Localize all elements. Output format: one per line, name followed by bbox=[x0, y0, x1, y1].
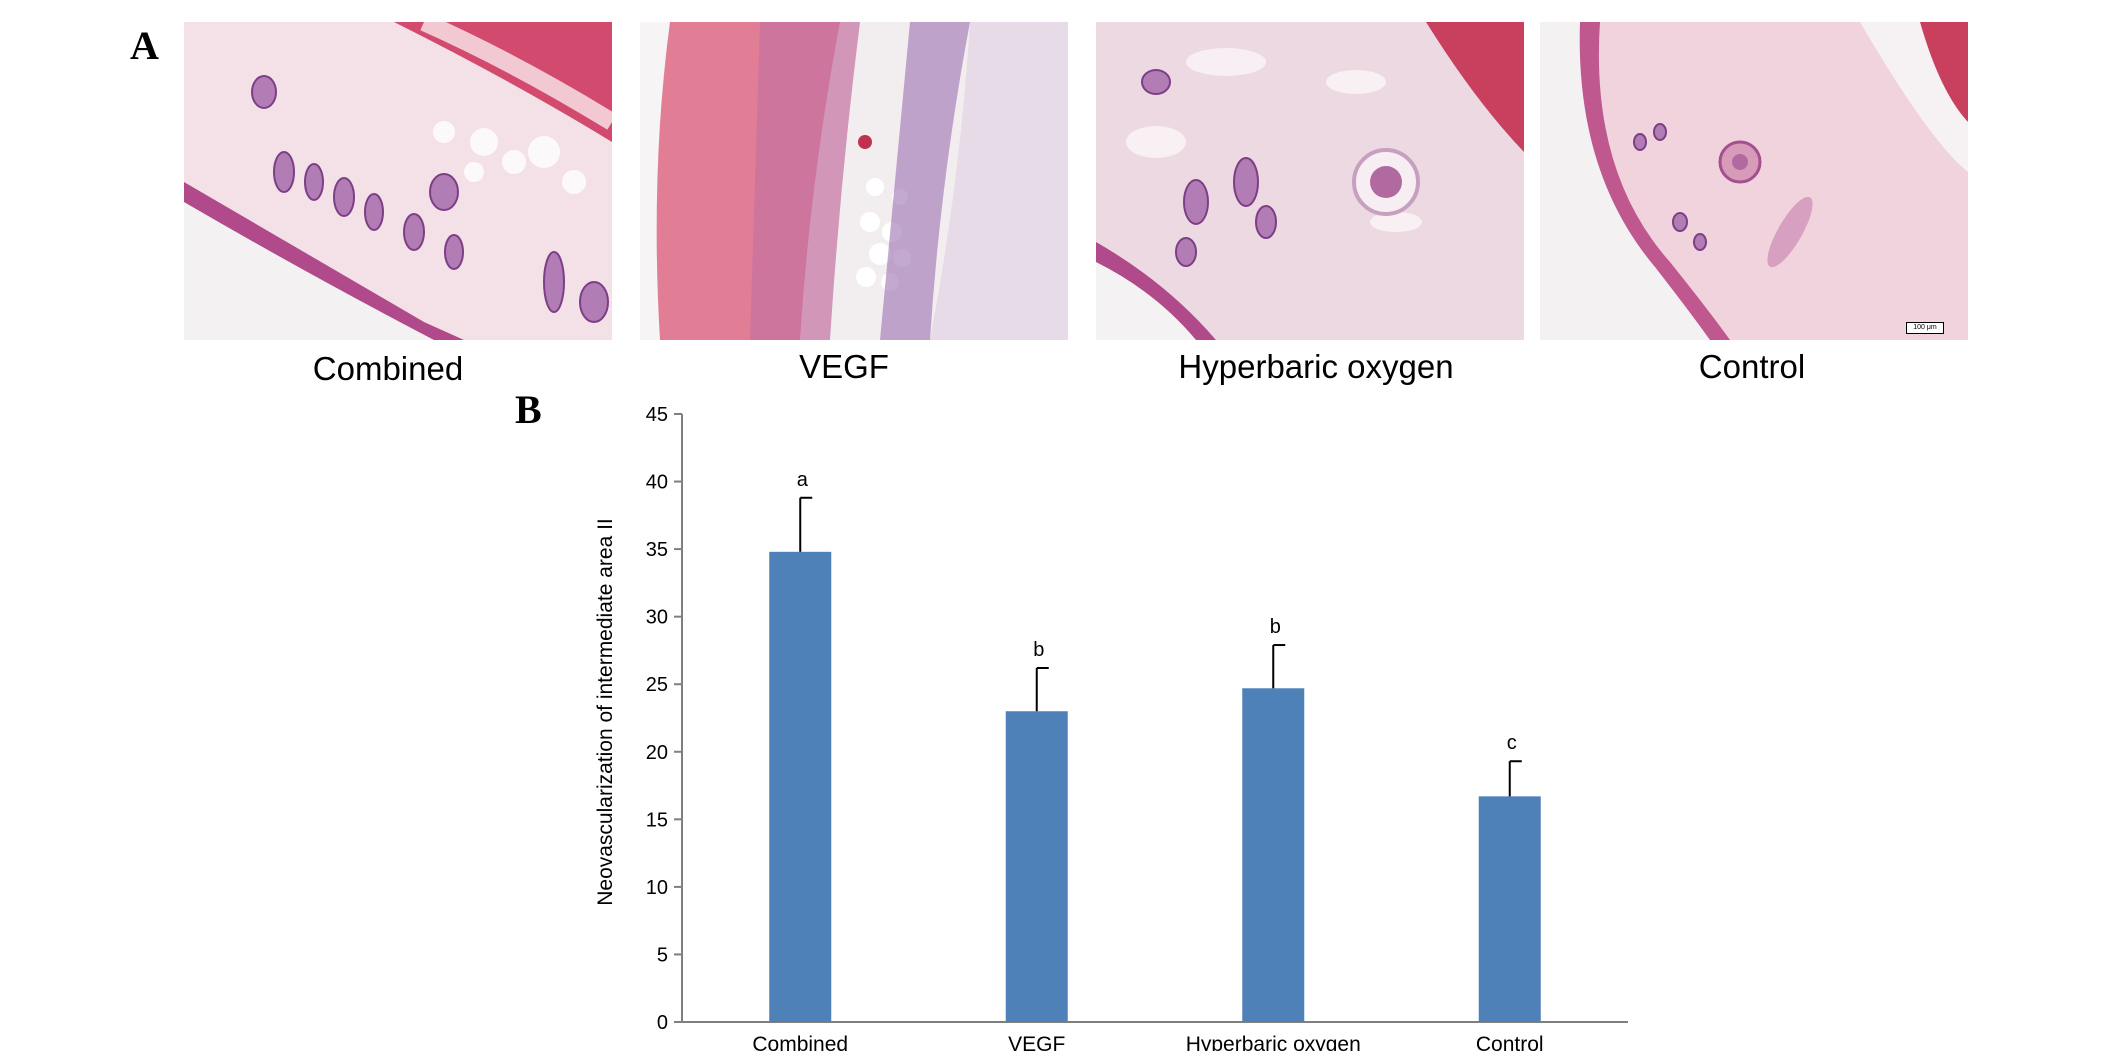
x-tick-label: Control bbox=[1476, 1033, 1544, 1051]
histology-micrograph-icon bbox=[184, 22, 612, 340]
micrograph-label-hyperbaric-oxygen: Hyperbaric oxygen bbox=[1178, 348, 1454, 385]
x-tick-label: Hyperbaric oxygen bbox=[1186, 1033, 1361, 1051]
x-tick-label: VEGF bbox=[1008, 1033, 1065, 1051]
significance-label: b bbox=[1270, 616, 1281, 638]
x-tick-label: Combined bbox=[752, 1033, 848, 1051]
micrograph-hyperbaric-oxygen bbox=[1096, 22, 1524, 340]
y-tick-label: 25 bbox=[646, 674, 668, 696]
micrograph-label-vegf: VEGF bbox=[799, 348, 889, 385]
panel-b-letter: B bbox=[515, 387, 542, 432]
y-axis-label: Neovascularization of intermediate area … bbox=[594, 518, 617, 906]
y-tick-label: 40 bbox=[646, 472, 668, 494]
y-tick-label: 20 bbox=[646, 742, 668, 764]
y-tick-label: 30 bbox=[646, 607, 668, 629]
micrograph-label-control: Control bbox=[1698, 348, 1806, 385]
scale-bar: 100 μm bbox=[1906, 322, 1944, 334]
significance-label: a bbox=[797, 469, 809, 491]
bar bbox=[1478, 796, 1541, 1022]
histology-micrograph-icon bbox=[1540, 22, 1968, 340]
bar bbox=[1242, 688, 1305, 1022]
bar bbox=[769, 551, 832, 1022]
y-tick-label: 15 bbox=[646, 809, 668, 831]
significance-label: b bbox=[1033, 639, 1044, 661]
y-tick-label: 0 bbox=[657, 1012, 668, 1034]
micrograph-vegf bbox=[640, 22, 1068, 340]
histology-micrograph-icon bbox=[1096, 22, 1524, 340]
y-tick-label: 10 bbox=[646, 877, 668, 899]
y-tick-label: 5 bbox=[657, 944, 668, 966]
bar bbox=[1005, 711, 1068, 1022]
significance-label: c bbox=[1507, 732, 1517, 754]
y-tick-label: 45 bbox=[646, 404, 668, 426]
micrograph-combined bbox=[184, 22, 612, 340]
panel-a-letter: A bbox=[130, 23, 159, 68]
micrograph-control bbox=[1540, 22, 1968, 340]
micrograph-label-combined: Combined bbox=[312, 350, 464, 387]
histology-micrograph-icon bbox=[640, 22, 1068, 340]
y-tick-label: 35 bbox=[646, 539, 668, 561]
